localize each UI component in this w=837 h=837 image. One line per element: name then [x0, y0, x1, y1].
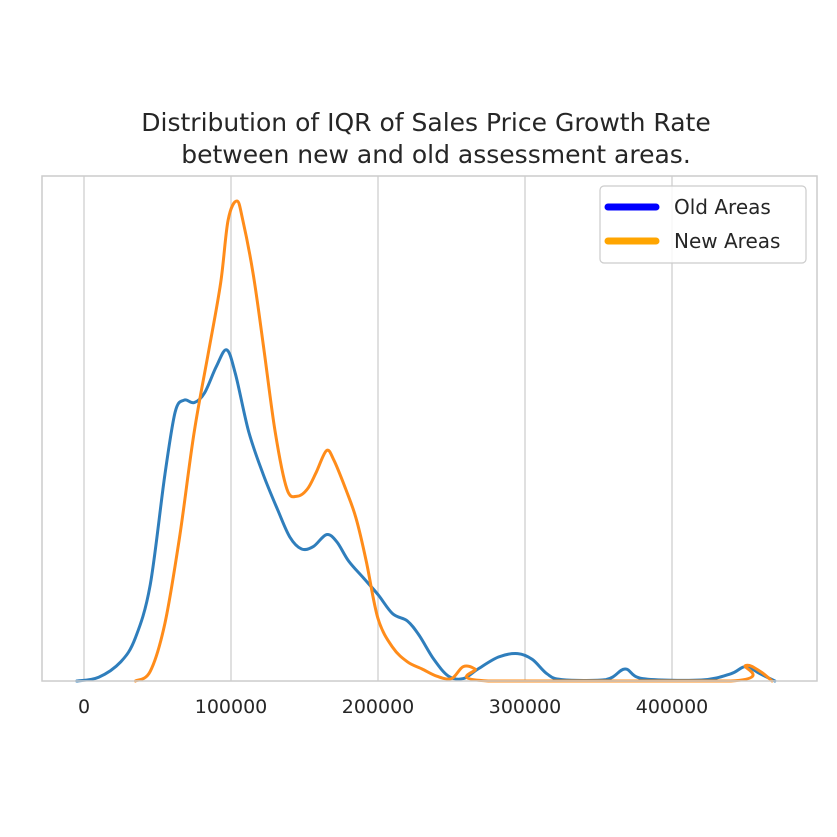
legend-label-old-areas: Old Areas — [674, 195, 771, 219]
x-tick-label-1: 100000 — [195, 696, 268, 718]
chart-title-line-2: between new and old assessment areas. — [181, 140, 691, 169]
x-tick-label-2: 200000 — [342, 696, 415, 718]
x-tick-label-4: 400000 — [636, 696, 709, 718]
density-curves — [75, 199, 777, 683]
chart-title-line-1: Distribution of IQR of Sales Price Growt… — [141, 108, 710, 137]
plot-area-frame — [41, 175, 818, 682]
x-tick-label-3: 300000 — [489, 696, 562, 718]
x-tick-label-0: 0 — [78, 696, 90, 718]
density-line-new-areas — [133, 199, 774, 683]
x-axis-tick-labels: 0 100000 200000 300000 400000 — [78, 696, 708, 718]
legend: Old Areas New Areas — [599, 185, 807, 264]
legend-label-new-areas: New Areas — [674, 229, 780, 253]
